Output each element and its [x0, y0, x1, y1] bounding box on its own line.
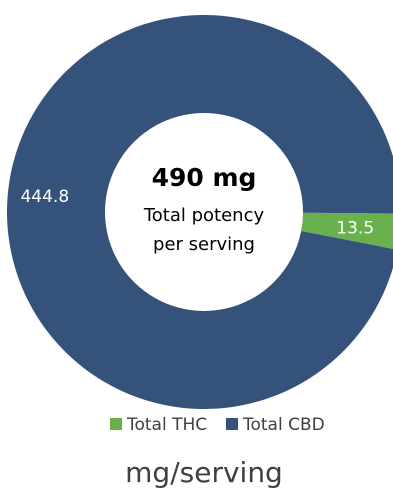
center-total: 490 mg — [152, 163, 257, 192]
unit-footer: mg/serving — [125, 456, 283, 489]
value-label-total-cbd: 444.8 — [20, 187, 69, 207]
legend-label-cbd: Total CBD — [242, 415, 325, 435]
slice-total-thc — [301, 212, 393, 249]
slice-labels: 13.5 444.8 — [20, 187, 374, 238]
legend-label-thc: Total THC — [126, 415, 207, 435]
legend-swatch-cbd — [226, 418, 238, 430]
legend-swatch-thc — [110, 418, 122, 430]
center-subtitle-line2: per serving — [153, 234, 255, 255]
donut-slices — [7, 15, 393, 409]
center-subtitle-line1: Total potency — [143, 205, 265, 226]
legend: Total THC Total CBD — [110, 415, 325, 435]
value-label-total-thc: 13.5 — [336, 218, 374, 238]
slice-total-cbd — [7, 15, 393, 409]
